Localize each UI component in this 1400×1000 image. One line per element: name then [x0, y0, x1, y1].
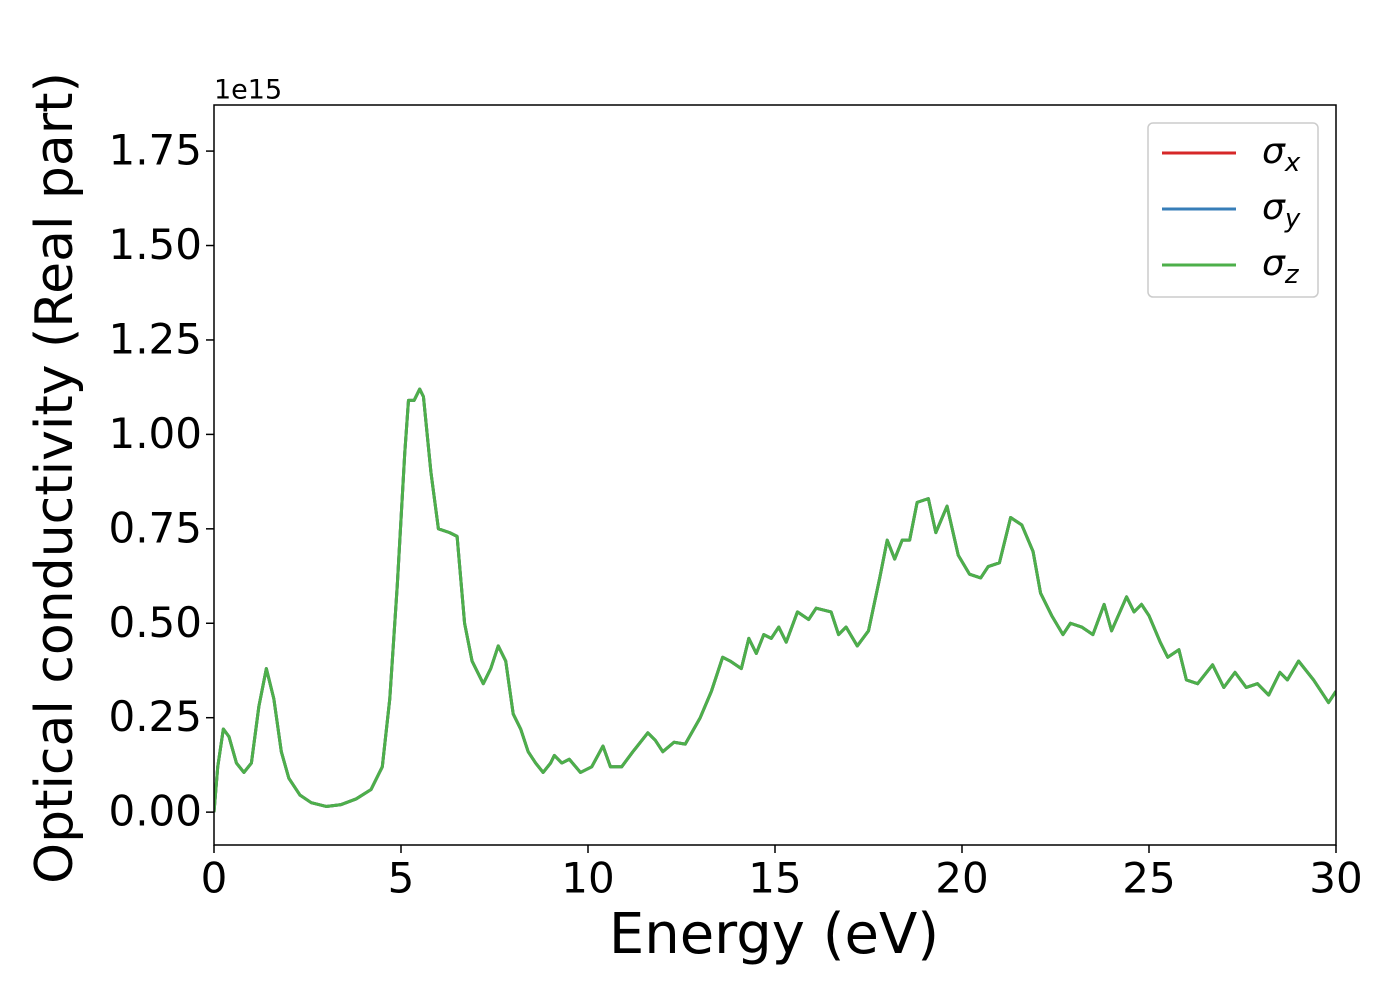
y-tick-label: 0.00 [108, 787, 202, 836]
plot-frame [213, 104, 1337, 846]
y-tick-label: 0.50 [108, 598, 202, 647]
y-tick-label: 1.50 [108, 220, 202, 269]
x-tick-label: 0 [201, 854, 228, 903]
x-tick-label: 10 [561, 854, 614, 903]
x-tick-label: 5 [388, 854, 415, 903]
legend-label: σy [1262, 187, 1301, 234]
legend-label: σz [1262, 243, 1300, 290]
y-tick-label: 0.75 [108, 503, 202, 552]
y-tick-label: 1.00 [108, 409, 202, 458]
x-tick-label: 15 [748, 854, 801, 903]
x-tick-label: 20 [935, 854, 988, 903]
y-tick-label: 1.75 [108, 126, 202, 175]
x-tick-label: 25 [1122, 854, 1175, 903]
y-tick-label: 1.25 [108, 314, 202, 363]
y-axis-label: Optical conductivity (Real part) [25, 72, 85, 884]
legend: σx σy σz [1147, 122, 1319, 298]
x-axis-label: Energy (eV) [609, 902, 939, 967]
legend-label: σx [1262, 131, 1301, 178]
offset-label: 1e15 [214, 75, 282, 106]
y-tick-label: 0.25 [108, 692, 202, 741]
series-line [214, 387, 1336, 813]
x-tick-label: 30 [1309, 854, 1362, 903]
